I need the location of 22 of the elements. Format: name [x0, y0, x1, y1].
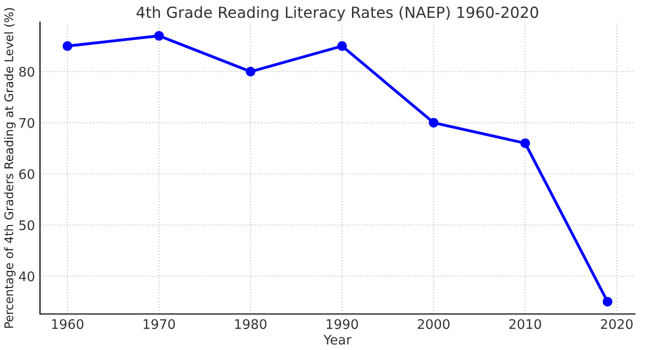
- x-tick-label: 1980: [235, 319, 266, 330]
- x-tick-label: 1970: [144, 319, 175, 330]
- x-axis-title: Year: [324, 334, 352, 345]
- y-tick-label: 60: [19, 169, 34, 180]
- chart-title: 4th Grade Reading Literacy Rates (NAEP) 1960-2020: [136, 6, 538, 22]
- x-tick-label: 2010: [509, 319, 542, 330]
- point: [520, 138, 530, 148]
- point: [337, 41, 347, 51]
- point: [428, 118, 438, 128]
- x-tick-label: 2000: [418, 319, 450, 330]
- y-tick-label: 80: [19, 66, 34, 77]
- y-axis-title: Percentage of 4th Graders Reading at Grade Level (%): [4, 8, 16, 328]
- x-tick-label: 1990: [326, 319, 358, 330]
- y-tick-label: 70: [19, 118, 34, 128]
- point: [62, 41, 72, 51]
- y-tick-label: 40: [18, 271, 34, 282]
- x-tick-label: 2020: [600, 319, 633, 330]
- point: [602, 296, 612, 307]
- point: [154, 30, 164, 41]
- x-tick-label: 1960: [52, 319, 84, 330]
- point: [246, 66, 256, 76]
- y-tick-label: 50: [19, 220, 34, 230]
